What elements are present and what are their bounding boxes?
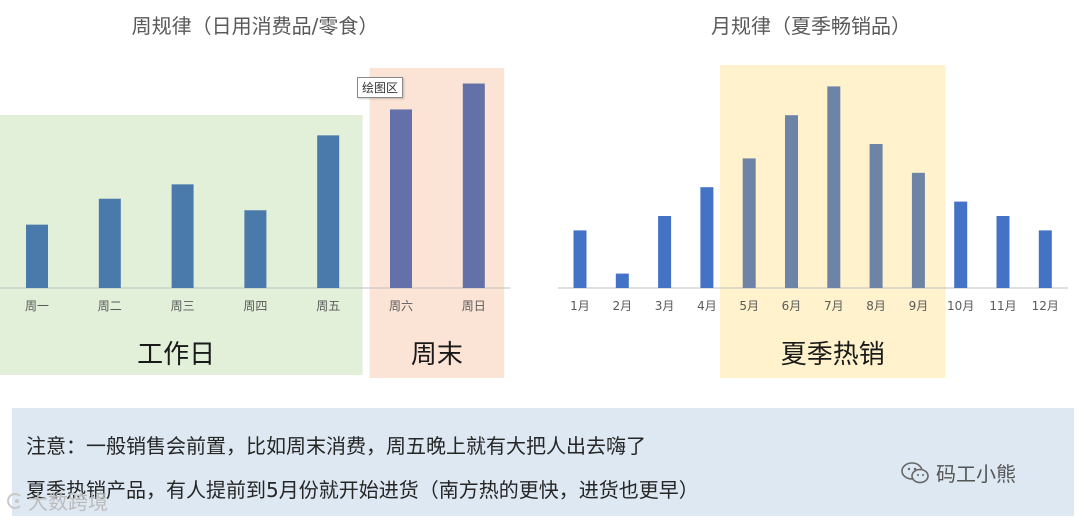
tick-label-monthly-5: 6月 <box>782 299 802 313</box>
region-label-weekly-0: 工作日 <box>137 340 215 370</box>
tick-label-monthly-9: 10月 <box>947 299 974 313</box>
bar-weekly-4 <box>317 135 340 288</box>
bar-monthly-9 <box>954 201 968 288</box>
bar-weekly-2 <box>171 184 194 288</box>
tick-label-weekly-0: 周一 <box>25 299 49 313</box>
platform-watermark: 大数跨境 <box>6 486 108 515</box>
tick-label-monthly-11: 12月 <box>1032 299 1059 313</box>
tick-label-monthly-1: 2月 <box>612 299 632 313</box>
tick-label-monthly-10: 11月 <box>989 299 1016 313</box>
tick-label-monthly-3: 4月 <box>697 299 717 313</box>
tick-label-monthly-0: 1月 <box>570 299 590 313</box>
tick-label-weekly-2: 周三 <box>171 299 195 313</box>
note-panel: 注意：一般销售会前置，比如周末消费，周五晚上就有大把人出去嗨了 夏季热销产品，有… <box>12 408 1074 516</box>
bar-weekly-5 <box>390 109 412 288</box>
weekly-chart-title: 周规律（日用消费品/零食） <box>131 14 379 38</box>
monthly-chart-title: 月规律（夏季畅销品） <box>711 14 911 38</box>
bar-monthly-4 <box>742 158 756 288</box>
bar-weekly-3 <box>244 210 267 288</box>
region-label-weekly-1: 周末 <box>411 340 463 370</box>
platform-logo-icon <box>7 492 21 509</box>
region-label-monthly-0: 夏季热销 <box>781 340 885 370</box>
bar-monthly-2 <box>658 216 672 288</box>
tick-label-weekly-1: 周二 <box>98 299 122 313</box>
tick-label-monthly-7: 8月 <box>866 299 886 313</box>
bar-monthly-3 <box>700 187 714 288</box>
platform-watermark-text: 大数跨境 <box>28 490 108 514</box>
bar-monthly-10 <box>996 216 1010 288</box>
bar-monthly-8 <box>911 172 925 288</box>
wechat-icon <box>901 461 929 483</box>
tick-label-monthly-6: 7月 <box>824 299 844 313</box>
wechat-watermark-text: 码工小熊 <box>936 462 1016 486</box>
tick-label-weekly-6: 周日 <box>462 299 486 313</box>
bar-monthly-7 <box>869 144 883 288</box>
bar-monthly-1 <box>615 273 629 288</box>
tick-label-weekly-5: 周六 <box>389 299 413 313</box>
bar-weekly-1 <box>98 198 121 288</box>
tick-label-weekly-4: 周五 <box>316 299 340 313</box>
tick-label-weekly-3: 周四 <box>243 299 267 313</box>
wechat-watermark: 码工小熊 <box>900 458 1016 487</box>
bar-monthly-5 <box>785 115 798 288</box>
bar-monthly-6 <box>827 86 841 289</box>
bar-monthly-11 <box>1038 230 1052 288</box>
tick-label-monthly-4: 5月 <box>739 299 759 313</box>
bar-weekly-0 <box>26 224 48 288</box>
tick-label-monthly-8: 9月 <box>909 299 929 313</box>
note-line-1: 注意：一般销售会前置，比如周末消费，周五晚上就有大把人出去嗨了 <box>26 434 646 458</box>
tick-label-monthly-2: 3月 <box>655 299 675 313</box>
bar-monthly-0 <box>573 230 587 288</box>
plot-area-tooltip: 绘图区 <box>357 77 404 98</box>
note-line-2: 夏季热销产品，有人提前到5月份就开始进货（南方热的更快，进货也更早） <box>26 478 699 502</box>
bar-weekly-6 <box>462 83 485 289</box>
